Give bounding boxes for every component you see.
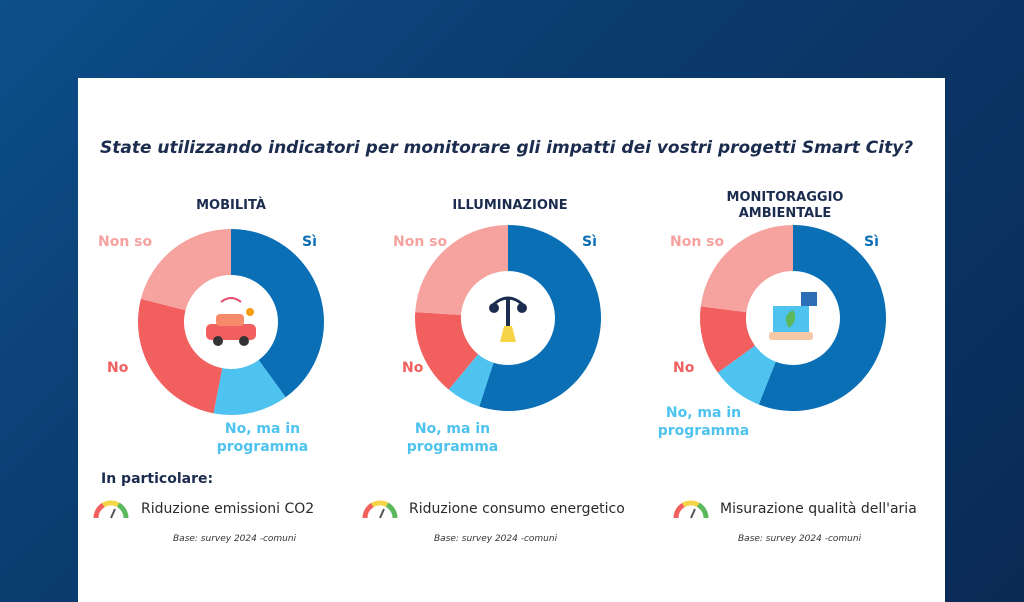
icon — [489, 303, 499, 313]
gauge-arc — [93, 502, 105, 519]
gauge-arc — [385, 502, 398, 519]
gauge-arc — [102, 500, 120, 508]
gauge-arc — [673, 502, 685, 519]
slice-label: No — [402, 360, 424, 376]
icon — [220, 297, 242, 303]
slice-label: No, ma in programma — [406, 421, 499, 455]
icon — [239, 336, 249, 346]
chart-title: ILLUMINAZIONE — [452, 198, 568, 213]
details-heading: In particolare: — [101, 471, 214, 487]
indicator-label: Riduzione emissioni CO2 — [141, 501, 315, 517]
donut-slice — [700, 225, 793, 313]
donut-slice — [758, 225, 886, 412]
donut-slice — [415, 312, 479, 390]
donut-slice — [213, 360, 286, 415]
gauge-needle — [379, 508, 385, 519]
donut-slice — [140, 229, 231, 311]
gauge-needle — [110, 508, 116, 519]
slice-label: No — [107, 360, 129, 376]
icon — [493, 296, 523, 306]
base-note: Base: survey 2024 -comuni — [173, 534, 297, 544]
donut-slice — [137, 298, 223, 414]
donut-slice — [700, 306, 755, 373]
slice-label: No, ma in programma — [657, 405, 750, 439]
icon — [213, 336, 223, 346]
icon — [206, 324, 256, 340]
slice-label: Sì — [864, 234, 879, 250]
icon — [785, 310, 796, 328]
base-note: Base: survey 2024 -comuni — [738, 534, 862, 544]
icon — [500, 326, 516, 342]
slice-label: Non so — [98, 234, 153, 250]
icon — [769, 332, 813, 340]
indicator-label: Misurazione qualità dell'aria — [720, 501, 917, 517]
gauge-needle — [690, 508, 696, 519]
donut-slice — [479, 225, 601, 412]
slice-label: Sì — [582, 234, 597, 250]
icon — [506, 298, 510, 338]
gauge-arc — [682, 500, 700, 508]
icon — [517, 303, 527, 313]
gauge-arc — [362, 502, 374, 519]
donut-slice — [717, 345, 776, 405]
slice-label: Non so — [670, 234, 725, 250]
slice-label: No, ma in programma — [216, 421, 309, 455]
indicator-label: Riduzione consumo energetico — [409, 501, 625, 517]
slice-label: Sì — [302, 234, 317, 250]
icon — [801, 292, 817, 306]
gauge-arc — [371, 500, 389, 508]
page-title: State utilizzando indicatori per monitor… — [100, 138, 914, 158]
icon — [216, 314, 244, 326]
gauge-arc — [696, 502, 709, 519]
slice-label: Non so — [393, 234, 448, 250]
slice-label: No — [673, 360, 695, 376]
donut-slice — [231, 229, 325, 398]
base-note: Base: survey 2024 -comuni — [434, 534, 558, 544]
chart-title: MONITORAGGIO AMBIENTALE — [726, 190, 844, 221]
donut-slice — [415, 225, 508, 316]
gauge-arc — [116, 502, 129, 519]
donut-slice — [448, 354, 494, 407]
chart-title: MOBILITÀ — [196, 198, 266, 213]
icon — [246, 308, 254, 316]
